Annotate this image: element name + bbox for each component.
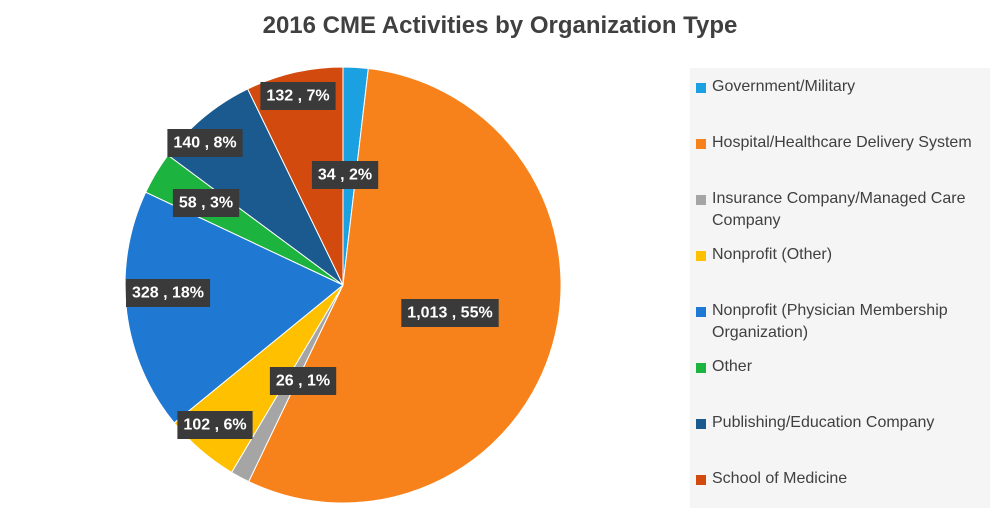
data-label-text: 26 , 1% — [276, 373, 330, 390]
data-label-background — [172, 189, 240, 217]
data-label-text: 102 , 6% — [183, 417, 246, 434]
legend-label: Nonprofit (Other) — [712, 246, 833, 263]
data-label: 102 , 6% — [177, 411, 253, 439]
data-label: 26 , 1% — [269, 367, 337, 395]
legend-item: Nonprofit (Physician Membership Organiza… — [696, 300, 986, 344]
pie-slice-school-of-medicine — [247, 66, 344, 286]
legend-label: Nonprofit (Physician Membership Organiza… — [712, 302, 948, 341]
data-label: 58 , 3% — [172, 189, 240, 217]
data-label: 328 , 18% — [126, 279, 211, 307]
legend-item: Insurance Company/Managed Care Company — [696, 188, 986, 232]
legend-swatch — [696, 83, 706, 93]
data-label-background — [126, 279, 211, 307]
legend-swatch — [696, 251, 706, 261]
data-label-text: 34 , 2% — [318, 167, 372, 184]
legend-label: Hospital/Healthcare Delivery System — [712, 134, 972, 151]
legend-swatch — [696, 195, 706, 205]
legend-label: Insurance Company/Managed Care Company — [712, 190, 966, 229]
legend-item: Publishing/Education Company — [696, 412, 986, 434]
legend-label: Government/Military — [712, 78, 856, 95]
pie-chart: 34 , 2% 1,013 , 55% 26 , 1% 102 , 6% 328 , 1… — [124, 66, 562, 504]
data-label-background — [260, 82, 336, 110]
legend-swatch — [696, 475, 706, 485]
legend-label: School of Medicine — [712, 470, 848, 487]
data-label-text: 58 , 3% — [179, 195, 233, 212]
data-label-text: 132 , 7% — [266, 88, 329, 105]
data-label: 140 , 8% — [167, 129, 243, 157]
data-label-text: 1,013 , 55% — [407, 305, 492, 322]
data-label-background — [177, 411, 253, 439]
pie-slice-nonprofit-physician-membership-organization — [124, 191, 344, 424]
data-label-background — [269, 367, 337, 395]
data-label-text: 140 , 8% — [173, 135, 236, 152]
data-label: 34 , 2% — [311, 161, 379, 189]
data-label-background — [401, 299, 499, 327]
legend-label: Other — [712, 358, 753, 375]
data-label-background — [167, 129, 243, 157]
legend-label: Publishing/Education Company — [712, 414, 935, 431]
legend-item: Hospital/Healthcare Delivery System — [696, 132, 986, 154]
legend-swatch — [696, 419, 706, 429]
legend-item: School of Medicine — [696, 468, 986, 490]
data-label: 1,013 , 55% — [401, 299, 499, 327]
data-label: 132 , 7% — [260, 82, 336, 110]
legend-item: Nonprofit (Other) — [696, 244, 986, 266]
legend-item: Other — [696, 356, 986, 378]
data-label-background — [311, 161, 379, 189]
legend-swatch — [696, 363, 706, 373]
data-label-text: 328 , 18% — [132, 285, 204, 302]
legend-swatch — [696, 307, 706, 317]
chart-title: 2016 CME Activities by Organization Type — [262, 12, 738, 39]
legend-item: Government/Military — [696, 76, 986, 98]
legend: Government/Military Hospital/Healthcare D… — [690, 68, 990, 508]
legend-swatch — [696, 139, 706, 149]
